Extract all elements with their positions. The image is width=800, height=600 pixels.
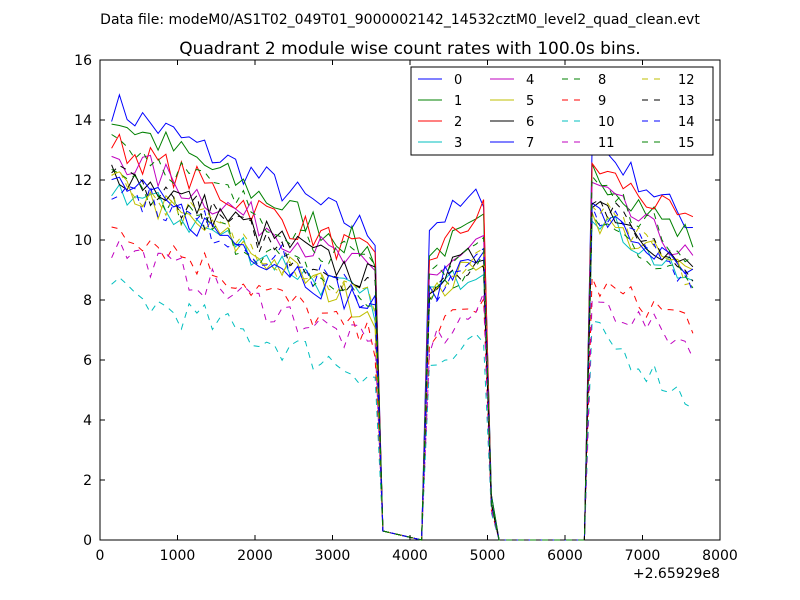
legend-label-11: 11: [598, 136, 615, 151]
legend-label-13: 13: [678, 94, 695, 109]
y-tick-label: 4: [83, 413, 92, 429]
legend-label-9: 9: [598, 94, 606, 109]
legend-label-1: 1: [454, 94, 462, 109]
series-line-15: [111, 134, 694, 541]
x-tick-label: 3000: [315, 548, 351, 564]
series-line-9: [111, 226, 694, 541]
plot-area: 0 1000 2000 3000 4000 5000 6000 7000 8000 0 2 4 6 8 1…: [74, 53, 738, 564]
y-tick-label: 12: [74, 173, 92, 189]
series-line-10: [111, 276, 694, 541]
series-line-3: [111, 183, 694, 541]
y-tick-label: 16: [74, 53, 92, 69]
legend-label-0: 0: [454, 73, 462, 88]
legend-label-8: 8: [598, 73, 606, 88]
legend-label-7: 7: [526, 136, 534, 151]
x-tick-label: 8000: [702, 548, 738, 564]
series-line-5: [111, 171, 694, 541]
legend-label-3: 3: [454, 136, 462, 151]
series-line-2: [111, 133, 694, 541]
legend-label-6: 6: [526, 115, 534, 130]
series-line-13: [111, 164, 694, 541]
legend-label-4: 4: [526, 73, 534, 88]
x-axis-ticks: 0 1000 2000 3000 4000 5000 6000 7000 8000: [96, 60, 738, 564]
x-tick-label: 4000: [392, 548, 428, 564]
chart-suptitle: Data file: modeM0/AS1T02_049T01_90000021…: [100, 12, 700, 28]
x-tick-label: 2000: [237, 548, 273, 564]
series-line-14: [111, 184, 694, 541]
series-line-7: [111, 176, 694, 541]
y-tick-label: 0: [83, 533, 92, 549]
legend-label-12: 12: [678, 73, 695, 88]
legend-label-15: 15: [678, 136, 695, 151]
y-tick-label: 6: [83, 353, 92, 369]
x-offset-label: +2.65929e8: [633, 566, 720, 582]
y-tick-label: 8: [83, 293, 92, 309]
x-tick-label: 7000: [625, 548, 661, 564]
legend-label-5: 5: [526, 94, 534, 109]
y-tick-label: 2: [83, 473, 92, 489]
legend-label-2: 2: [454, 115, 462, 130]
chart-title: Quadrant 2 module wise count rates with …: [179, 39, 640, 59]
legend-label-14: 14: [678, 115, 695, 130]
x-tick-label: 6000: [547, 548, 583, 564]
x-tick-label: 1000: [160, 548, 196, 564]
legend-box: [410, 66, 714, 156]
x-tick-label: 0: [96, 548, 105, 564]
y-tick-label: 14: [74, 113, 92, 129]
series-line-0: [111, 93, 693, 541]
legend-label-10: 10: [598, 115, 615, 130]
x-tick-label: 5000: [470, 548, 506, 564]
y-tick-label: 10: [74, 233, 92, 249]
series-layer: [111, 93, 694, 541]
